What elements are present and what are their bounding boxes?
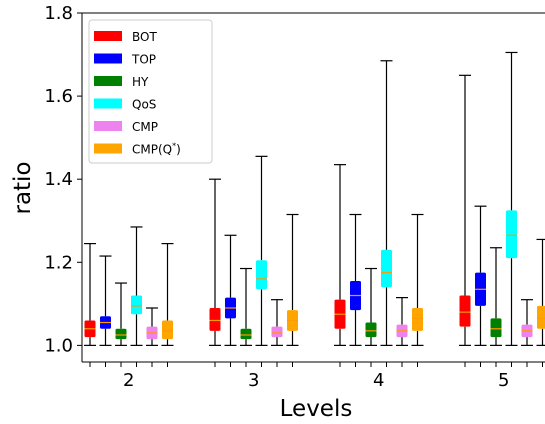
y-axis-title: ratio <box>10 161 36 214</box>
x-tick-label: 5 <box>498 370 509 391</box>
y-tick-label: 1.6 <box>44 86 73 107</box>
box-series <box>84 51 545 346</box>
box-cmp(q*)-2 <box>161 242 174 346</box>
box-cmp-4 <box>396 297 408 346</box>
x-tick-label: 4 <box>373 370 384 391</box>
box-bot-3 <box>209 178 221 346</box>
legend-label: CMP <box>132 120 158 134</box>
x-tick-label: 3 <box>248 370 259 391</box>
y-tick-label: 1.8 <box>44 3 73 24</box>
legend-label: HY <box>132 75 149 89</box>
legend-label: BOT <box>132 30 157 44</box>
box-cmp(q*)-3 <box>286 213 299 346</box>
box-body <box>256 260 267 290</box>
legend-label: TOP <box>131 53 156 67</box>
legend-swatch-cmp(q*) <box>94 143 122 154</box>
box-body <box>209 307 221 331</box>
x-axis-title: Levels <box>280 396 353 422</box>
box-body <box>412 307 423 331</box>
box-qos-5 <box>505 51 518 346</box>
legend-swatch-bot <box>94 31 122 41</box>
legend-swatch-qos <box>94 98 122 109</box>
legend-label: CMP(Q*) <box>132 142 181 157</box>
box-qos-3 <box>255 155 268 346</box>
box-top-5 <box>474 205 487 346</box>
box-top-4 <box>349 213 362 346</box>
plot-frame <box>81 12 545 363</box>
box-body <box>131 295 142 315</box>
box-body <box>537 305 545 329</box>
box-qos-2 <box>130 226 143 346</box>
box-cmp(q*)-5 <box>536 238 545 346</box>
y-axis: 1.0 1.2 1.4 1.6 1.8 <box>44 3 82 356</box>
y-tick-label: 1.4 <box>44 169 73 190</box>
box-hy-2 <box>115 282 127 346</box>
box-cmp-5 <box>521 299 533 346</box>
legend-label: QoS <box>132 98 156 112</box>
box-body <box>365 322 377 338</box>
box-cmp(q*)-4 <box>411 213 424 346</box>
box-body <box>506 210 517 259</box>
box-cmp-3 <box>271 299 283 346</box>
x-tick-label: 2 <box>123 370 134 391</box>
box-bot-4 <box>334 164 346 346</box>
box-body <box>240 328 252 340</box>
y-tick-label: 1.0 <box>44 335 73 356</box>
box-hy-4 <box>365 267 377 346</box>
legend: BOT TOP HY QoS CMP CMP(Q*) <box>88 19 213 164</box>
legend-swatch-cmp <box>94 121 122 131</box>
box-cmp-2 <box>146 307 158 346</box>
box-body <box>490 318 502 338</box>
legend-swatch-top <box>94 53 122 64</box>
x-axis: 2 3 4 5 <box>89 362 543 391</box>
box-top-3 <box>224 234 237 346</box>
box-bot-5 <box>459 74 471 346</box>
box-qos-4 <box>380 60 393 346</box>
box-bot-2 <box>84 242 96 346</box>
box-body <box>459 295 471 327</box>
box-top-2 <box>99 255 112 346</box>
y-tick-label: 1.2 <box>44 252 73 273</box>
box-body <box>381 249 392 288</box>
box-body <box>115 328 127 340</box>
box-body <box>271 326 283 338</box>
box-body <box>162 320 173 340</box>
box-hy-5 <box>490 247 502 346</box>
legend-swatch-hy <box>94 76 122 86</box>
box-hy-3 <box>240 267 252 346</box>
